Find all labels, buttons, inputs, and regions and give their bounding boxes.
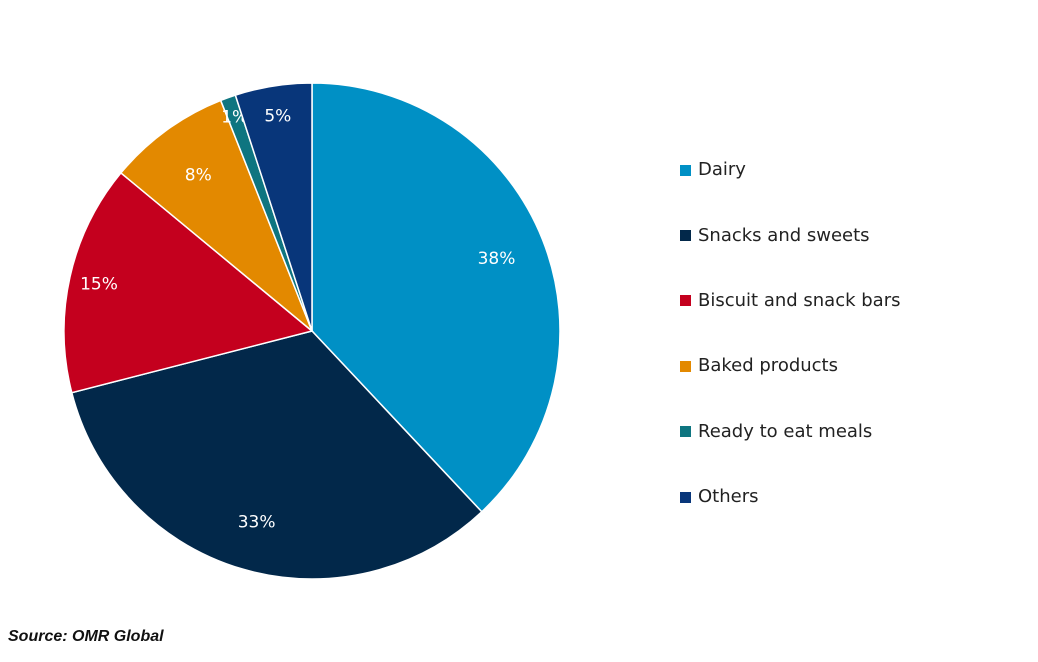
slice-label: 15% (80, 274, 118, 294)
slice-label: 38% (478, 249, 516, 269)
legend-label: Biscuit and snack bars (698, 289, 901, 311)
legend-swatch (680, 295, 691, 307)
legend-item-biscuit-and-snack-bars: Biscuit and snack bars (680, 268, 901, 333)
legend-swatch (680, 164, 691, 176)
legend-item-others: Others (680, 464, 901, 529)
legend-label: Ready to eat meals (698, 420, 873, 442)
legend-label: Dairy (698, 159, 746, 181)
pie-slice-dairy (311, 82, 561, 513)
legend-swatch (680, 360, 691, 372)
legend-label: Others (698, 486, 759, 508)
legend-item-baked-products: Baked products (680, 333, 901, 398)
legend-item-snacks-and-sweets: Snacks and sweets (680, 202, 901, 267)
pie-chart: 38%33%15%8%1% 5% (63, 82, 561, 580)
legend-swatch (680, 491, 691, 503)
legend: Dairy Snacks and sweets Biscuit and snac… (680, 137, 901, 529)
source-note: Source: OMR Global (8, 628, 164, 645)
slice-label: 5% (264, 106, 291, 126)
legend-item-dairy: Dairy (680, 137, 901, 202)
legend-item-ready-to-eat-meals: Ready to eat meals (680, 399, 901, 464)
legend-label: Baked products (698, 355, 838, 377)
pie-slice-biscuit-and-snack-bars (63, 171, 314, 394)
legend-label: Snacks and sweets (698, 224, 870, 246)
pie-slice-baked-products (119, 99, 313, 332)
legend-swatch (680, 230, 691, 242)
legend-swatch (680, 426, 691, 438)
slice-label: 8% (185, 166, 212, 186)
pie-slice-others (234, 82, 313, 332)
pie-slice-snacks-and-sweets (70, 330, 483, 580)
slice-label: 33% (238, 513, 276, 533)
